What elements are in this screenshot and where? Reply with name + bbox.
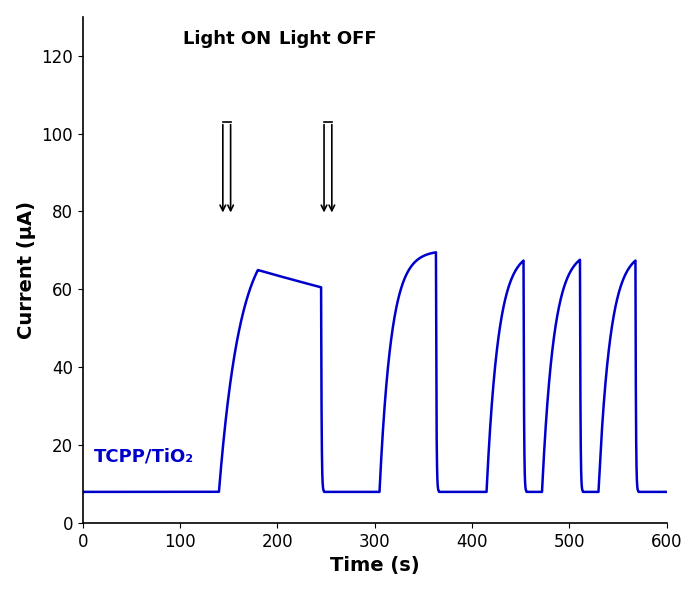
Text: TCPP/TiO₂: TCPP/TiO₂: [94, 448, 194, 466]
Text: Light OFF: Light OFF: [279, 30, 377, 48]
X-axis label: Time (s): Time (s): [330, 556, 419, 575]
Y-axis label: Current (μA): Current (μA): [17, 201, 36, 339]
Text: Light ON: Light ON: [182, 30, 271, 48]
